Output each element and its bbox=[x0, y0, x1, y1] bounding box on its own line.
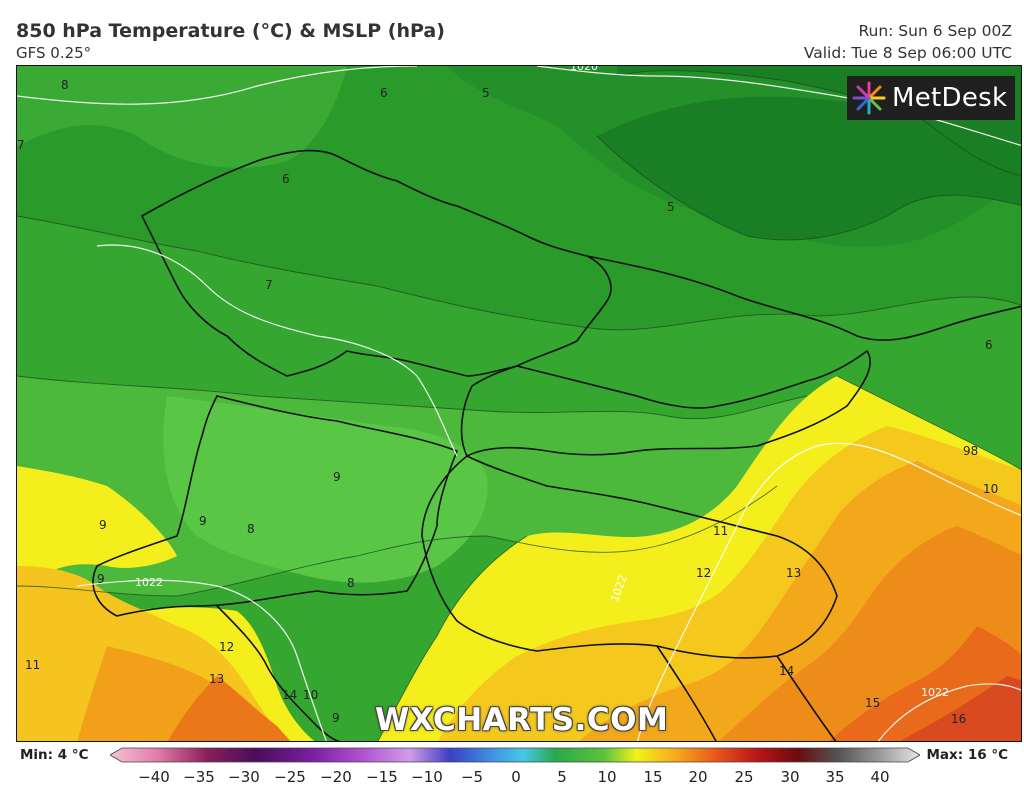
colorbar-tick: −25 bbox=[274, 768, 306, 786]
temperature-label: 7 bbox=[265, 278, 273, 292]
temperature-label: 6 bbox=[282, 172, 290, 186]
isobar-lines bbox=[17, 66, 1021, 741]
isobar bbox=[96, 244, 458, 457]
colorbar-gradient bbox=[109, 747, 921, 763]
colorbar-max-label: Max: 16 °C bbox=[926, 747, 1009, 763]
temperature-label: 10 bbox=[983, 482, 999, 496]
temperature-label: 9 bbox=[333, 470, 341, 484]
colorbar-min-label: Min: 4 °C bbox=[20, 747, 89, 763]
border-poland bbox=[586, 255, 1021, 341]
temperature-label: 8 bbox=[247, 522, 255, 536]
isobar bbox=[636, 442, 1021, 741]
border-czech bbox=[140, 149, 612, 377]
colorbar-tick: 5 bbox=[557, 768, 567, 786]
temperature-label: 9 bbox=[99, 518, 107, 532]
isotherm bbox=[616, 70, 1021, 176]
temperature-label: 13 bbox=[209, 672, 225, 686]
temperature-label: 8 bbox=[347, 576, 355, 590]
border-slovenia-croatia bbox=[216, 605, 340, 741]
extreme-zone-southeast bbox=[900, 676, 1021, 741]
watermark: WXCHARTS.COM bbox=[375, 702, 669, 738]
temperature-label: 8 bbox=[61, 78, 69, 92]
weather-map: 8 6 5 7 6 5 7 6 9 9 9 8 9 8 11 12 13 10 … bbox=[16, 65, 1022, 742]
colorbar-tick: −40 bbox=[138, 768, 170, 786]
isotherm bbox=[17, 485, 778, 597]
isotherm bbox=[17, 215, 1021, 331]
temperature-label: 98 bbox=[963, 444, 979, 458]
temperature-label: 5 bbox=[667, 200, 675, 214]
temperature-label: 9 bbox=[199, 514, 207, 528]
temperature-label: 15 bbox=[865, 696, 881, 710]
temperature-label: 12 bbox=[696, 566, 712, 580]
colorbar-tick: 10 bbox=[597, 768, 617, 786]
colorbar-ticks: −40 −35 −30 −25 −20 −15 −10 −5 0 5 10 15… bbox=[0, 768, 1024, 792]
temperature-label: 11 bbox=[713, 524, 729, 538]
temperature-label: 10 bbox=[303, 688, 319, 702]
temperature-label: 6 bbox=[985, 338, 993, 352]
model-label: GFS 0.25° bbox=[16, 44, 92, 62]
isotherm bbox=[377, 535, 528, 741]
colorbar-tick: 25 bbox=[734, 768, 754, 786]
chart-title: 850 hPa Temperature (°C) & MSLP (hPa) bbox=[16, 20, 445, 42]
hottest-zone-southwest bbox=[168, 676, 291, 741]
temperature-label: 5 bbox=[482, 86, 490, 100]
colorbar-tick: −35 bbox=[183, 768, 215, 786]
temperature-label: 6 bbox=[380, 86, 388, 100]
logo-text: MetDesk bbox=[892, 83, 1008, 113]
colorbar-tick: −30 bbox=[228, 768, 260, 786]
isobar bbox=[76, 579, 327, 741]
mild-zone-south bbox=[163, 396, 488, 583]
cold-zone-west bbox=[17, 66, 347, 168]
isotherm bbox=[596, 135, 1021, 241]
temperature-label: 13 bbox=[786, 566, 802, 580]
isotherm-lines bbox=[17, 70, 1021, 741]
isobar-label: 1020 bbox=[570, 65, 598, 73]
temperature-field bbox=[17, 66, 1021, 741]
valid-time-label: Valid: Tue 8 Sep 06:00 UTC bbox=[803, 44, 1012, 62]
run-label: Run: Sun 6 Sep 00Z bbox=[858, 22, 1012, 40]
temperature-label: 14 bbox=[282, 688, 298, 702]
colorbar-tick: 20 bbox=[688, 768, 708, 786]
colorbar-tick: −5 bbox=[460, 768, 484, 786]
border-austria bbox=[92, 395, 459, 617]
isobar-label: 1022 bbox=[921, 686, 949, 699]
isobar-label: 1022 bbox=[135, 576, 163, 589]
temperature-label: 16 bbox=[951, 712, 967, 726]
temperature-label: 9 bbox=[332, 711, 340, 725]
colorbar-tick: −20 bbox=[320, 768, 352, 786]
temperature-label: 14 bbox=[779, 664, 795, 678]
colorbar bbox=[109, 747, 921, 763]
temperature-label: 11 bbox=[25, 658, 41, 672]
colorbar-tick: 40 bbox=[870, 768, 890, 786]
colorbar-tick: −15 bbox=[366, 768, 398, 786]
temperature-label: 12 bbox=[219, 640, 235, 654]
colorbar-tick: 15 bbox=[643, 768, 663, 786]
metdesk-logo: MetDesk bbox=[847, 76, 1015, 120]
colorbar-tick: 30 bbox=[780, 768, 800, 786]
isobar bbox=[17, 66, 418, 105]
country-borders bbox=[92, 149, 1021, 741]
temperature-label: 7 bbox=[17, 138, 25, 152]
isotherm bbox=[836, 375, 1021, 471]
colorbar-shape bbox=[109, 747, 921, 763]
starburst-logo-icon bbox=[852, 81, 886, 115]
temperature-label: 9 bbox=[97, 572, 105, 586]
border-serbia-romania bbox=[656, 645, 837, 741]
colorbar-tick: 0 bbox=[511, 768, 521, 786]
isobar bbox=[877, 683, 1021, 741]
isotherm bbox=[17, 375, 808, 420]
colorbar-tick: 35 bbox=[825, 768, 845, 786]
colorbar-tick: −10 bbox=[411, 768, 443, 786]
